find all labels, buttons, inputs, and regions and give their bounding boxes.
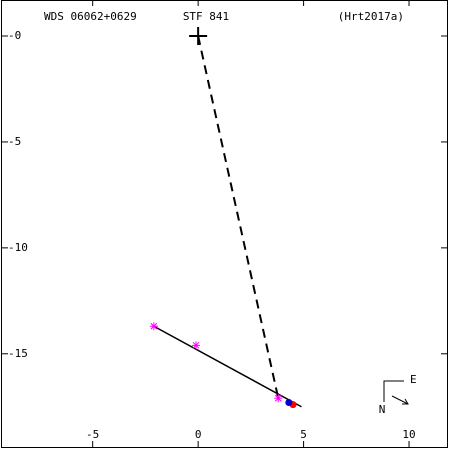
compass-east: E [410,373,417,386]
observation [192,341,201,350]
orbit-line [197,35,280,399]
compass-north: N [379,403,386,416]
x-tick-label: -5 [86,428,99,441]
orbit-line [153,325,302,408]
compass-axes [383,380,404,402]
x-tick-label: 10 [402,428,415,441]
position-dot [285,399,293,407]
x-tick-label: 5 [300,428,307,441]
y-tick-label: -10 [8,241,28,254]
compass-arrow [391,395,409,405]
observation [274,394,283,403]
reference: (Hrt2017a) [338,10,404,23]
primary-star [189,27,208,46]
y-tick-label: -15 [8,347,28,360]
y-tick-label: -5 [8,135,21,148]
compass-arrowhead [402,398,409,405]
compass: E N [379,373,417,416]
system-id: WDS 06062+0629 [44,10,137,23]
chart-title: STF 841 [183,10,229,23]
x-tick-label: 0 [195,428,202,441]
y-tick-label: -0 [8,29,21,42]
observation [149,322,158,331]
